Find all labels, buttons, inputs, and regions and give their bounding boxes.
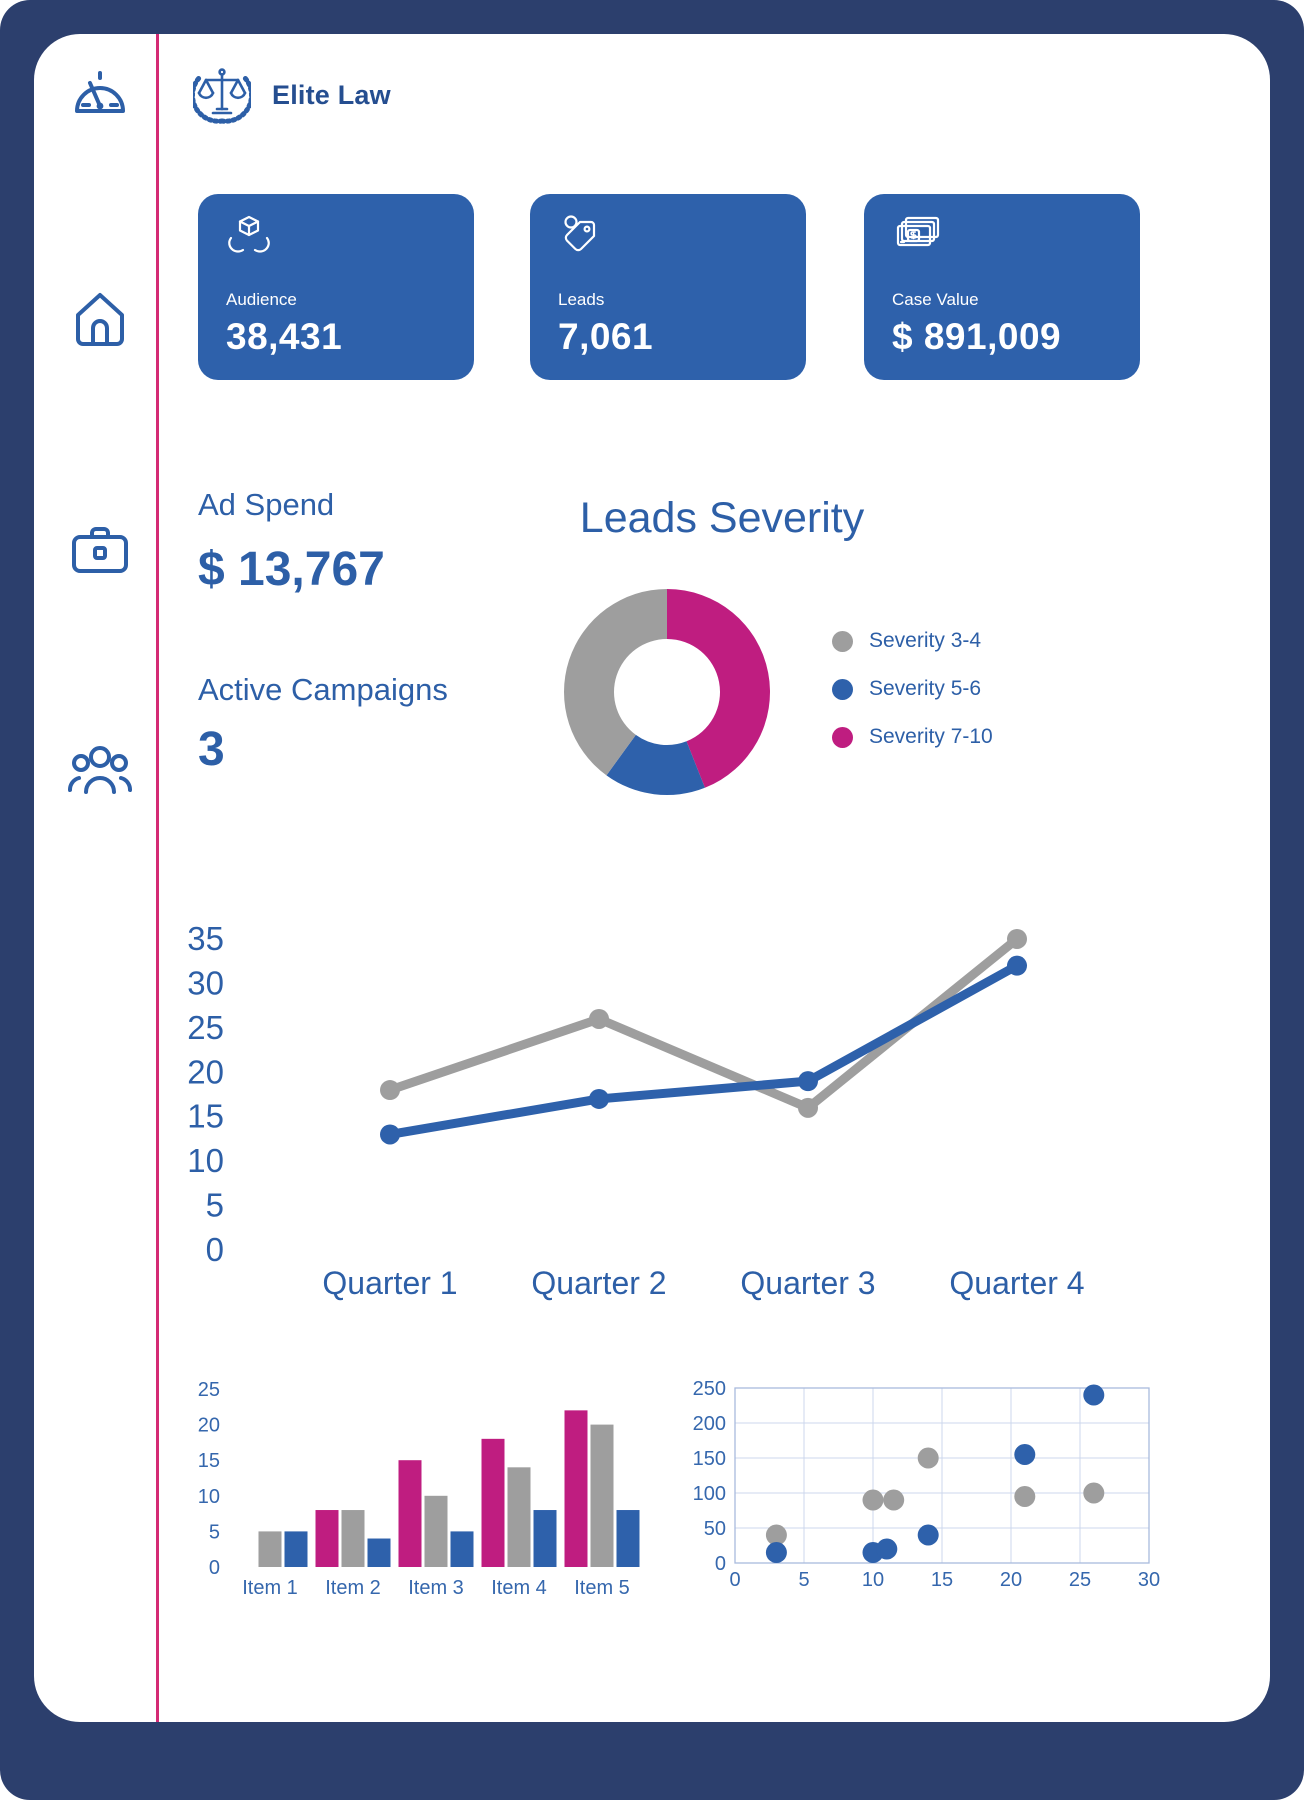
svg-text:20: 20 xyxy=(187,1053,224,1090)
donut-chart xyxy=(552,577,782,812)
scatter-chart: 0 50 100 150 200 250 0 5 10 15 20 25 30 xyxy=(640,1372,1170,1632)
sidebar-item-cases[interactable] xyxy=(68,523,132,580)
svg-text:20: 20 xyxy=(198,1415,220,1437)
svg-text:25: 25 xyxy=(1069,1569,1091,1591)
svg-text:Quarter 2: Quarter 2 xyxy=(531,1265,666,1301)
home-icon xyxy=(72,288,128,353)
svg-text:200: 200 xyxy=(693,1413,726,1435)
legend-dot-2 xyxy=(832,726,853,748)
svg-text:15: 15 xyxy=(187,1098,224,1135)
banknotes-icon xyxy=(892,214,942,263)
kpi-label: Audience xyxy=(226,290,297,309)
svg-text:30: 30 xyxy=(187,964,224,1001)
brand-logo xyxy=(190,63,254,130)
svg-text:20: 20 xyxy=(1000,1569,1022,1591)
users-icon xyxy=(68,740,132,801)
sidebar-divider-line xyxy=(156,34,159,1722)
tag-icon xyxy=(558,214,604,263)
svg-text:15: 15 xyxy=(931,1569,953,1591)
donut-legend: Severity 3-4 Severity 5-6 Severity 7-10 xyxy=(832,628,993,772)
donut-chart-title: Leads Severity xyxy=(579,494,865,542)
svg-text:5: 5 xyxy=(209,1521,220,1543)
kpi-card-case-value: Case Value $ 891,009 xyxy=(864,194,1140,380)
svg-text:0: 0 xyxy=(209,1557,220,1579)
svg-text:25: 25 xyxy=(198,1379,220,1401)
legend-item: Severity 7-10 xyxy=(832,724,993,750)
line-chart: 0 5 10 15 20 25 30 35 Quarter 1 Quarter 2 Quarter … xyxy=(180,918,1140,1318)
legend-label: Severity 3-4 xyxy=(869,629,982,652)
svg-text:150: 150 xyxy=(693,1448,726,1470)
brand-name: Elite Law xyxy=(272,80,391,110)
svg-text:5: 5 xyxy=(798,1569,809,1591)
sidebar-item-dashboard[interactable] xyxy=(68,65,132,122)
bar-chart: 0 5 10 15 20 25 Item 1 Item 2 Item 3 Item 4 Item 5 xyxy=(180,1372,660,1627)
svg-text:0: 0 xyxy=(206,1231,224,1268)
active-campaigns-value: 3 xyxy=(198,723,225,776)
active-campaigns-label: Active Campaigns xyxy=(198,672,448,707)
kpi-label: Leads xyxy=(558,290,605,309)
legend-label: Severity 5-6 xyxy=(869,677,982,700)
svg-text:Item 4: Item 4 xyxy=(491,1577,547,1599)
svg-text:Item 1: Item 1 xyxy=(242,1577,298,1599)
svg-text:30: 30 xyxy=(1138,1569,1160,1591)
svg-text:25: 25 xyxy=(187,1009,224,1046)
kpi-card-audience: Audience 38,431 xyxy=(198,194,474,380)
svg-text:Quarter 1: Quarter 1 xyxy=(322,1265,457,1301)
legend-label: Severity 7-10 xyxy=(869,725,993,748)
kpi-value: 7,061 xyxy=(558,316,654,357)
svg-text:Quarter 3: Quarter 3 xyxy=(740,1265,875,1301)
briefcase-icon xyxy=(70,523,130,580)
svg-text:Item 5: Item 5 xyxy=(574,1577,630,1599)
gauge-icon xyxy=(70,65,130,122)
legend-item: Severity 5-6 xyxy=(832,676,993,702)
legend-item: Severity 3-4 xyxy=(832,628,993,654)
kpi-value: $ 891,009 xyxy=(892,316,1062,357)
svg-text:0: 0 xyxy=(729,1569,740,1591)
sidebar-item-home[interactable] xyxy=(68,288,132,353)
legend-dot-0 xyxy=(832,630,853,652)
svg-text:50: 50 xyxy=(704,1518,726,1540)
svg-text:10: 10 xyxy=(198,1486,220,1508)
sidebar-item-clients[interactable] xyxy=(68,740,132,801)
svg-text:Quarter 4: Quarter 4 xyxy=(949,1265,1084,1301)
kpi-label: Case Value xyxy=(892,290,979,309)
ad-spend-value: $ 13,767 xyxy=(198,543,385,596)
svg-text:10: 10 xyxy=(187,1142,224,1179)
svg-text:15: 15 xyxy=(198,1450,220,1472)
svg-text:35: 35 xyxy=(187,920,224,957)
hands-box-icon xyxy=(226,214,272,263)
legend-dot-1 xyxy=(832,678,853,700)
svg-text:5: 5 xyxy=(206,1187,224,1224)
ad-spend-label: Ad Spend xyxy=(198,487,335,522)
svg-text:250: 250 xyxy=(693,1378,726,1400)
svg-text:Item 2: Item 2 xyxy=(325,1577,381,1599)
svg-text:Item 3: Item 3 xyxy=(408,1577,464,1599)
kpi-card-leads: Leads 7,061 xyxy=(530,194,806,380)
kpi-value: 38,431 xyxy=(226,316,343,357)
svg-text:100: 100 xyxy=(693,1483,726,1505)
svg-text:0: 0 xyxy=(715,1553,726,1575)
svg-text:10: 10 xyxy=(862,1569,884,1591)
